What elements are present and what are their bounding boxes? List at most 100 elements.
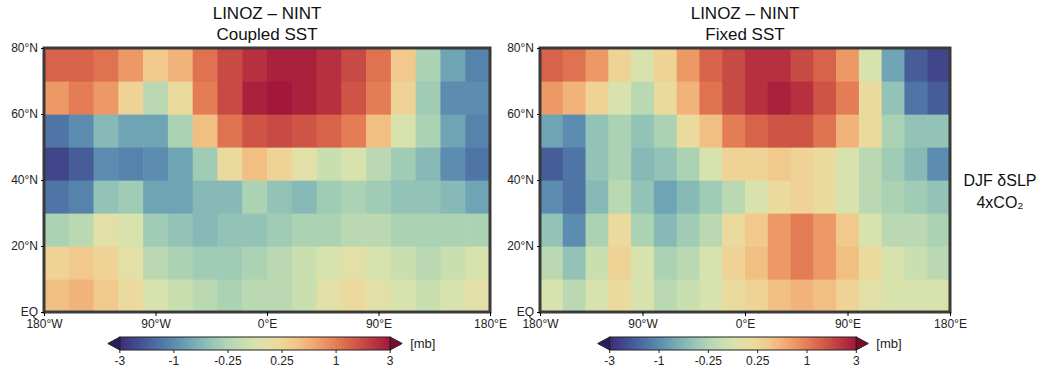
cell <box>391 147 416 181</box>
cell <box>416 114 441 148</box>
cells <box>44 48 490 312</box>
colorbar-tick <box>282 350 283 353</box>
cell <box>608 246 631 280</box>
cell <box>267 114 292 148</box>
cell <box>465 213 490 247</box>
cell <box>859 180 882 214</box>
y-tick-label: 80°N <box>507 41 534 55</box>
cell <box>768 147 791 181</box>
cell <box>341 81 366 115</box>
cell <box>242 180 267 214</box>
cell <box>341 213 366 247</box>
cell <box>217 81 242 115</box>
cell <box>341 147 366 181</box>
cell <box>267 48 292 82</box>
cell <box>540 147 563 181</box>
panel: 180°W90°W0°E90°E180°EEQ20°N40°N60°N80°NL… <box>11 4 507 368</box>
cell <box>768 279 791 312</box>
cell <box>341 246 366 280</box>
cell <box>927 180 950 214</box>
cell <box>608 147 631 181</box>
cell <box>791 180 814 214</box>
cell <box>217 213 242 247</box>
colorbar-tick-label: -0.25 <box>214 354 242 368</box>
cell <box>366 279 391 312</box>
cell <box>440 180 465 214</box>
cell <box>168 279 193 312</box>
cell <box>44 48 69 82</box>
cell <box>904 180 927 214</box>
figure: 180°W90°W0°E90°E180°EEQ20°N40°N60°N80°NL… <box>0 0 1048 383</box>
y-tick-mark <box>41 114 44 115</box>
y-tick: 60°N <box>11 107 44 121</box>
colorbar-tick <box>336 350 337 353</box>
x-axis: 180°W90°W0°E90°E180°E <box>26 312 506 331</box>
cell <box>836 114 859 148</box>
cell <box>586 147 609 181</box>
cell <box>768 180 791 214</box>
cell <box>391 114 416 148</box>
cell <box>677 114 700 148</box>
cell <box>813 279 836 312</box>
cell <box>465 114 490 148</box>
cell <box>94 213 119 247</box>
cell <box>882 147 905 181</box>
cell <box>366 213 391 247</box>
cell <box>608 279 631 312</box>
colorbar-tick-label: 1 <box>333 354 340 368</box>
cell <box>143 213 168 247</box>
cell <box>317 147 342 181</box>
cell <box>143 81 168 115</box>
cell <box>69 81 94 115</box>
cell <box>745 180 768 214</box>
cell <box>440 213 465 247</box>
cell <box>631 246 654 280</box>
cell <box>540 48 563 82</box>
y-axis-line <box>537 49 541 313</box>
cell <box>631 81 654 115</box>
cell <box>586 81 609 115</box>
cell <box>768 246 791 280</box>
cell <box>563 279 586 312</box>
cell <box>608 213 631 247</box>
cell <box>143 279 168 312</box>
panel: 180°W90°W0°E90°E180°EEQ20°N40°N60°N80°NL… <box>507 4 1036 368</box>
cell <box>292 279 317 312</box>
cell <box>722 213 745 247</box>
cell <box>813 180 836 214</box>
cell <box>317 279 342 312</box>
cell <box>168 147 193 181</box>
cell <box>416 81 441 115</box>
cell <box>745 279 768 312</box>
cell <box>242 81 267 115</box>
cell <box>440 81 465 115</box>
frame <box>44 48 490 312</box>
cell <box>859 213 882 247</box>
cell <box>859 279 882 312</box>
cell <box>44 246 69 280</box>
cell <box>586 180 609 214</box>
cell <box>745 213 768 247</box>
cell <box>292 48 317 82</box>
cell <box>416 246 441 280</box>
cell <box>677 147 700 181</box>
colorbar-tick <box>390 350 391 353</box>
colorbar: -3-1-0.250.2513[mb] <box>598 336 902 369</box>
cell <box>563 48 586 82</box>
cell <box>217 180 242 214</box>
cell <box>69 48 94 82</box>
cell <box>791 279 814 312</box>
cell <box>193 279 218 312</box>
cell <box>791 81 814 115</box>
cell <box>44 147 69 181</box>
cell <box>317 246 342 280</box>
cell <box>882 279 905 312</box>
cell <box>586 279 609 312</box>
colorbar-tick <box>708 350 709 353</box>
cell <box>267 180 292 214</box>
cell <box>391 279 416 312</box>
cell <box>654 246 677 280</box>
colorbar-tick-label: 0.25 <box>270 354 294 368</box>
cell <box>143 147 168 181</box>
x-axis-line <box>45 313 491 317</box>
